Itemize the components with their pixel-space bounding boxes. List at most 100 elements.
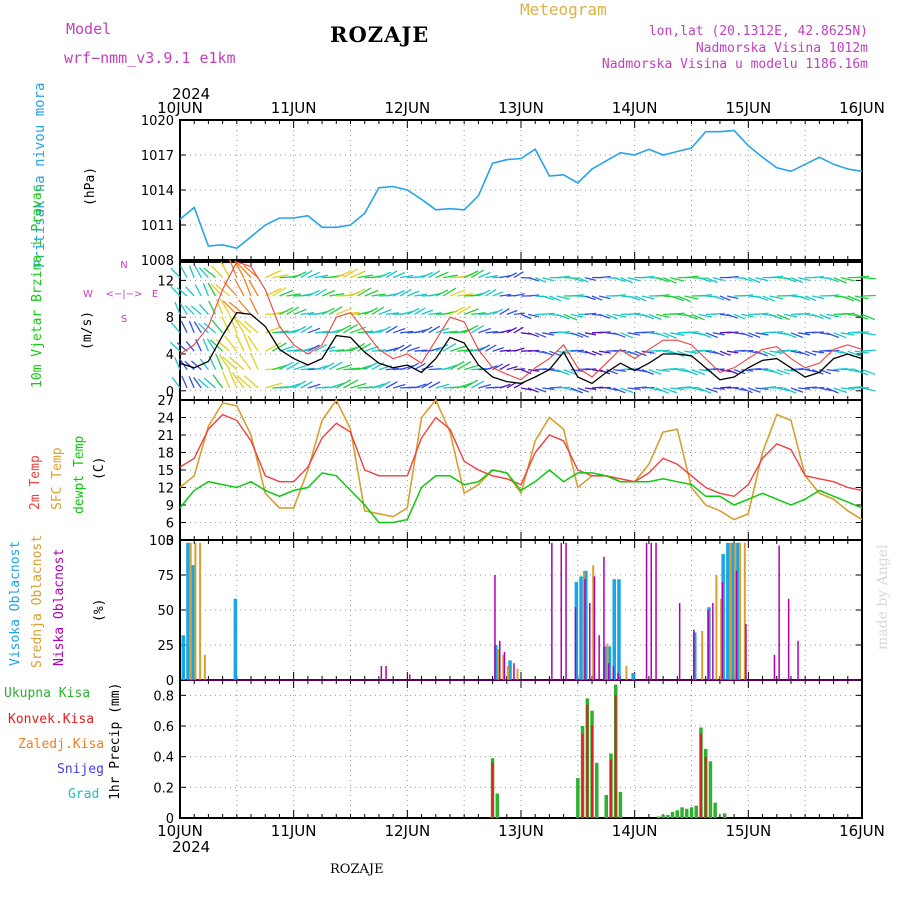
wind-arrow [247,335,259,352]
ytick-label-precipitation: 0.6 [153,720,174,735]
cloud-bar-0 [721,554,725,680]
wind-arrow [206,338,217,352]
dir-legend-e: E [152,289,158,300]
xtick-label-top: 13JUN [498,99,544,117]
cloud-bar-1 [739,542,742,680]
cloud-bar-0 [617,579,621,680]
wind-arrow [719,295,731,301]
wind-arrow [442,274,458,279]
wind-arrow [762,386,777,389]
wind-arrow [203,267,216,279]
wind-arrow [833,367,848,371]
wind-arrow [634,386,648,389]
wind-arrow [783,387,797,394]
wind-arrow [170,267,181,279]
wind-arrow [169,341,181,352]
wind-arrow [520,313,532,320]
wind-arrow [212,374,224,389]
cloud-bar-2 [745,624,747,680]
wind-arrow [670,332,685,336]
ytick-label-temperature: 6 [166,517,174,532]
cloud-bar-2 [693,629,695,680]
wind-arrow [549,295,562,302]
wind-arrow [357,274,374,279]
wind-arrow [542,332,555,336]
wind-arrow [364,307,378,315]
wind-arrow [421,309,434,316]
wind-gust-line [179,261,863,381]
year-label-top: 2024 [172,85,210,103]
wind-arrow [769,368,783,376]
wind-arrow [598,295,611,300]
wind-arrow [286,349,301,352]
cloud-bar-2 [603,556,605,680]
wind-speed-line [179,311,863,385]
precip-bar-0 [675,810,679,818]
wind-arrow [197,378,209,389]
wind-arrow [407,307,420,315]
dir-legend-axis: <−|−> [106,289,143,300]
ytick-label-pressure: 1017 [141,149,174,164]
wind-arrow [748,387,761,393]
altitude-text: Nadmorska Visina 1012m [695,41,868,56]
wind-arrow [329,293,345,297]
cloud-bar-2 [409,674,411,680]
wind-arrow [812,368,824,375]
wind-arrow [174,301,181,315]
wind-arrow [286,293,301,297]
wind-arrow [265,269,282,279]
wind-arrow [591,368,603,373]
wind-arrow [840,332,855,336]
wind-arrow [691,368,706,376]
xtick-label-bottom: 16JUN [839,822,885,840]
wind-arrow [513,347,525,352]
wind-arrow [812,331,825,334]
wind-arrow [328,306,343,315]
wind-arrow [188,265,195,278]
sfc-temp-line [179,398,863,521]
wind-arrow [662,387,677,394]
wind-arrow [203,322,216,334]
cloud-bar-1 [199,542,202,680]
cloud-bar-2 [778,545,780,680]
wind-arrow [400,274,414,279]
wind-arrow [456,361,472,371]
wind-arrow [769,331,784,334]
wind-arrow [833,387,847,394]
wind-arrow [456,305,472,315]
precip-bar-0 [722,813,727,818]
precip-bar-1 [610,759,612,818]
wind-arrow [499,293,512,297]
wind-arrow [826,313,840,318]
cloud-bar-1 [701,631,704,680]
wind-arrow [534,387,547,393]
wind-arrow [371,349,386,352]
wind-arrow [385,312,399,316]
wind-arrow [435,383,450,389]
wind-arrow [776,313,790,321]
wind-arrow [812,313,824,320]
wind-arrow [563,313,578,321]
wind-arrow [655,368,670,373]
wind-arrow [185,340,195,352]
wind-arrow [211,319,224,334]
wind-arrow [513,368,525,371]
wind-arrow [698,294,713,297]
wind-arrow [698,313,712,318]
wind-arrow [556,331,571,334]
wind-arrow [442,287,457,297]
station-title: ROZAJE [330,22,430,47]
wind-arrow [847,295,862,303]
wind-arrow [783,313,798,318]
wind-arrow [527,276,540,282]
wind-arrow [506,309,518,316]
cloud-bar-2 [560,542,562,680]
wind-arrow [392,271,406,279]
wind-arrow [463,308,480,316]
wind-arrow [449,306,465,315]
wind-arrow [307,327,321,334]
wind-arrow [399,288,412,297]
wind-arrow [684,368,698,376]
wind-arrow [492,346,504,352]
wind-arrow [407,346,420,352]
